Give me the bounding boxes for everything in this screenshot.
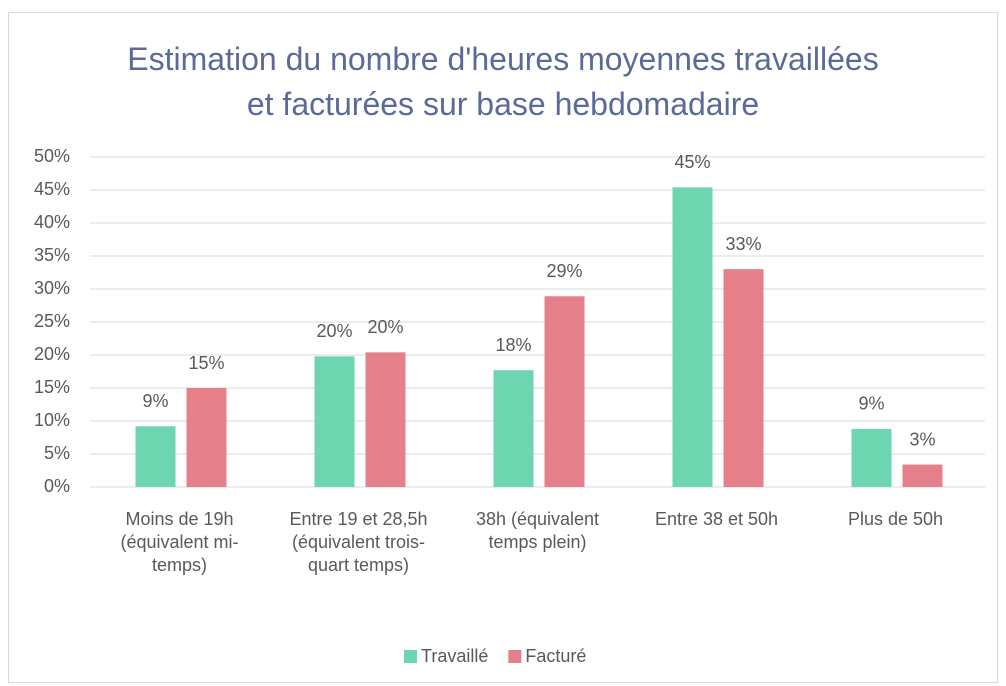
y-tick-label: 45% [34,179,70,199]
y-tick-label: 35% [34,245,70,265]
x-tick-label: Moins de 19h (équivalent mi-temps) [120,509,239,575]
legend-swatch [404,650,417,663]
data-label: 15% [188,353,224,373]
data-label: 20% [316,321,352,341]
y-tick-label: 0% [44,476,70,496]
data-label: 18% [495,335,531,355]
x-tick-label: 38h (équivalent temps plein) [475,509,600,552]
chart-border [8,12,998,683]
data-label: 9% [142,391,168,411]
legend-label: Facturé [525,646,586,666]
data-label: 20% [367,317,403,337]
bar [135,426,176,487]
y-tick-label: 50% [34,146,70,166]
legend-swatch [508,650,522,663]
data-label: 45% [674,152,710,172]
bar [851,428,892,487]
bar [902,464,943,487]
y-tick-label: 10% [34,410,70,430]
data-label: 3% [909,429,935,449]
y-tick-label: 25% [34,311,70,331]
y-tick-label: 20% [34,344,70,364]
bar [544,296,585,487]
bar [672,187,713,488]
x-tick-label: Plus de 50h [847,509,944,529]
bar [186,388,227,487]
y-tick-label: 15% [34,377,70,397]
legend-label: Travaillé [421,646,488,666]
bar [314,356,355,487]
x-tick-label: Entre 38 et 50h [654,509,779,529]
x-tick-label: Entre 19 et 28,5h (équivalent trois-quar… [289,509,428,575]
bar [723,269,764,487]
chart-title: Estimation du nombre d'heures moyennes t… [127,41,879,122]
data-label: 9% [858,394,884,414]
data-label: 29% [546,261,582,281]
data-label: 33% [725,234,761,254]
bar [365,352,406,487]
y-tick-label: 5% [44,443,70,463]
y-tick-label: 30% [34,278,70,298]
bar [493,370,534,487]
y-tick-label: 40% [34,212,70,232]
